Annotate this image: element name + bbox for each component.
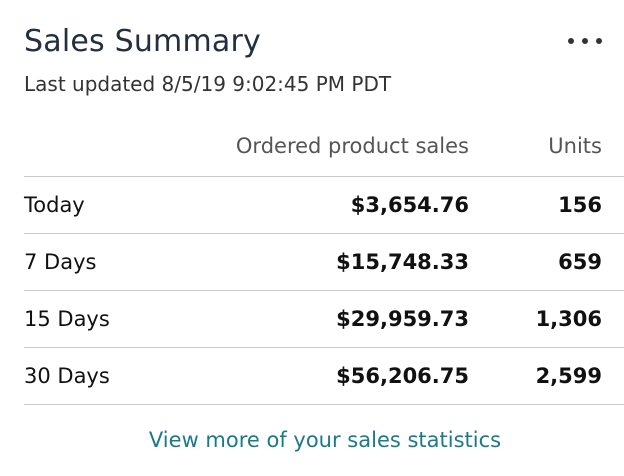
more-options-icon[interactable] [568, 30, 602, 52]
header-ordered-product-sales: Ordered product sales [235, 134, 469, 158]
header-units: Units [548, 134, 602, 158]
row-period: Today [24, 193, 85, 217]
row-sales: $3,654.76 [350, 193, 469, 217]
view-more-sales-statistics-link[interactable]: View more of your sales statistics [148, 428, 502, 452]
row-sales: $56,206.75 [336, 364, 469, 388]
table-header-row: Ordered product sales Units [24, 128, 624, 176]
row-period: 30 Days [24, 364, 110, 388]
row-sales: $29,959.73 [336, 307, 469, 331]
sales-table: Ordered product sales Units Today $3,654… [24, 128, 624, 405]
table-row: 30 Days $56,206.75 2,599 [24, 347, 624, 405]
more-dot [568, 38, 574, 44]
card-title: Sales Summary [24, 24, 261, 59]
last-updated-text: Last updated 8/5/19 9:02:45 PM PDT [24, 72, 392, 96]
more-dot [582, 38, 588, 44]
row-units: 156 [558, 193, 602, 217]
row-period: 15 Days [24, 307, 110, 331]
row-period: 7 Days [24, 250, 97, 274]
table-row: 7 Days $15,748.33 659 [24, 233, 624, 290]
row-sales: $15,748.33 [336, 250, 469, 274]
row-units: 659 [558, 250, 602, 274]
more-dot [596, 38, 602, 44]
table-row: 15 Days $29,959.73 1,306 [24, 290, 624, 347]
row-units: 1,306 [535, 307, 602, 331]
table-row: Today $3,654.76 156 [24, 176, 624, 233]
row-units: 2,599 [535, 364, 602, 388]
